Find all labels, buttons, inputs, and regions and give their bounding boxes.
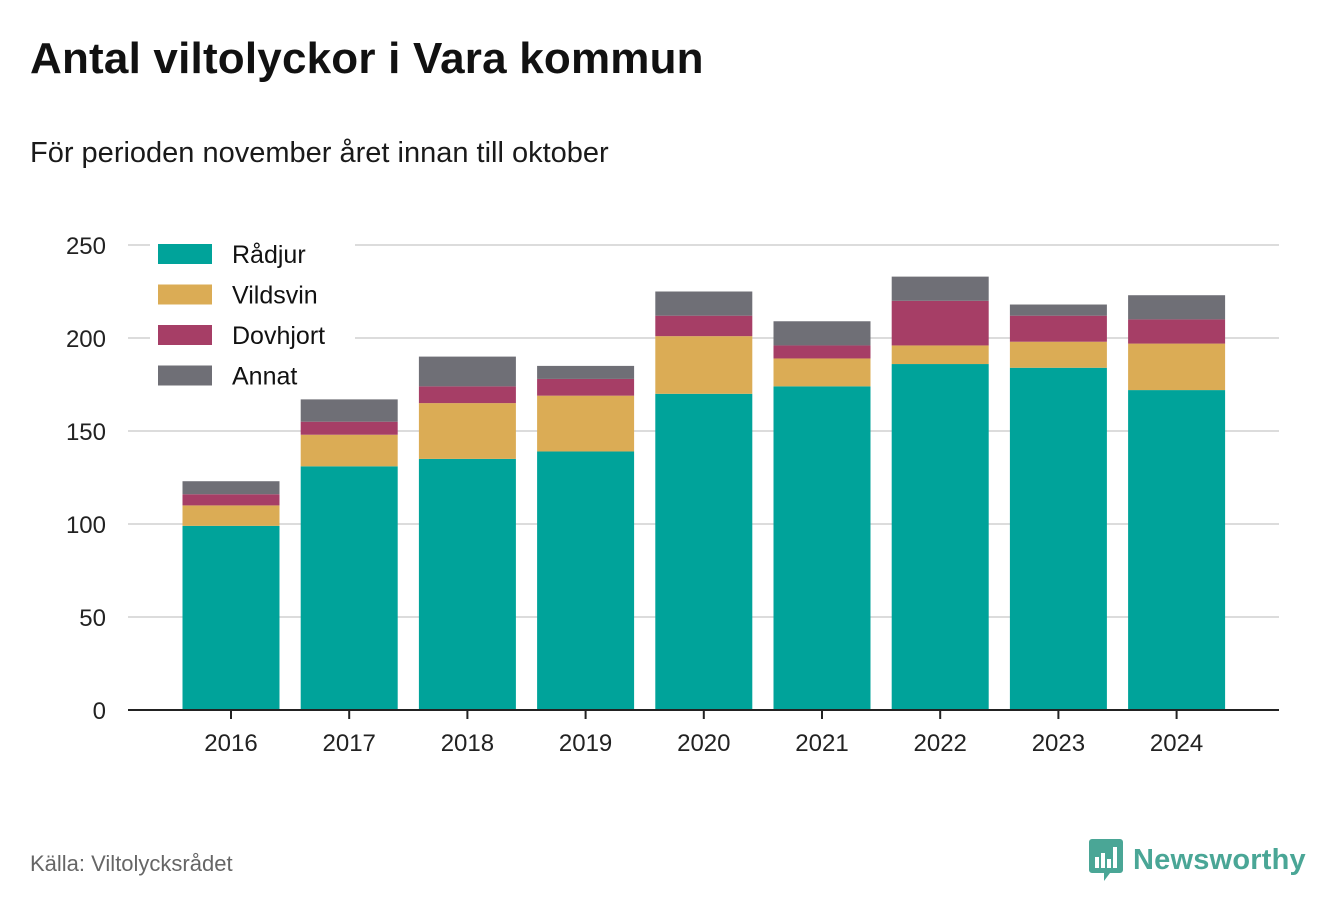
legend-label: Vildsvin — [232, 282, 318, 310]
newsworthy-logo-icon — [1089, 839, 1123, 881]
bar-segment — [418, 403, 516, 459]
y-tick-label: 150 — [66, 419, 106, 446]
bar-segment — [773, 358, 871, 387]
legend-swatch — [158, 365, 212, 386]
x-tick-label: 2022 — [914, 730, 967, 757]
legend-label: Rådjur — [232, 241, 306, 269]
legend-label: Dovhjort — [232, 322, 325, 350]
legend-swatch — [158, 284, 212, 305]
bar-segment — [655, 315, 753, 337]
legend-label: Annat — [232, 363, 297, 391]
bar-segment — [773, 321, 871, 346]
legend: Rådjur Vildsvin Dovhjort Annat — [150, 235, 355, 393]
bar-segment — [891, 300, 989, 346]
bar-segment — [300, 421, 398, 435]
y-tick-label: 200 — [66, 326, 106, 353]
bar-segment — [1128, 390, 1226, 710]
bar-segment — [182, 505, 280, 526]
bar-segment — [300, 466, 398, 710]
bar-segment — [418, 458, 516, 710]
axes: 0 50 100 150 200 250 2016 2017 2018 2019 2020 2021 2… — [66, 233, 1279, 757]
bar-segment — [182, 525, 280, 710]
bar-segment — [300, 399, 398, 422]
bar-segment — [655, 393, 753, 710]
x-tick-label: 2024 — [1150, 730, 1203, 757]
bar-segment — [1009, 367, 1107, 710]
legend-swatch — [158, 325, 212, 345]
x-tick-label: 2018 — [441, 730, 494, 757]
bar-segment — [537, 378, 635, 396]
x-tick-label: 2016 — [204, 730, 257, 757]
bar-segment — [1128, 295, 1226, 320]
brand-logo: Newsworthy — [1088, 838, 1306, 882]
bar-segment — [773, 345, 871, 359]
bar-segment — [891, 364, 989, 710]
bar-segment — [891, 276, 989, 301]
bar-segment — [1009, 341, 1107, 368]
bar-segment — [418, 356, 516, 387]
y-tick-label: 250 — [66, 233, 106, 260]
brand-name: Newsworthy — [1133, 843, 1306, 876]
bar-segment — [182, 481, 280, 495]
bar-segment — [537, 365, 635, 379]
x-tick-label: 2020 — [677, 730, 730, 757]
y-tick-label: 100 — [66, 512, 106, 539]
bar-segment — [1009, 304, 1107, 316]
bar-segment — [655, 336, 753, 394]
bar-segment — [891, 345, 989, 365]
chart-subtitle: För perioden november året innan till ok… — [30, 137, 609, 169]
bar-segment — [773, 386, 871, 710]
x-tick-label: 2017 — [323, 730, 376, 757]
y-tick-label: 50 — [79, 605, 106, 632]
chart-title: Antal viltolyckor i Vara kommun — [30, 34, 704, 83]
x-tick-label: 2019 — [559, 730, 612, 757]
bar-segment — [182, 494, 280, 506]
source-note: Källa: Viltolycksrådet — [30, 851, 233, 876]
bar-segment — [537, 395, 635, 452]
y-tick-label: 0 — [93, 698, 106, 725]
bar-segment — [1009, 315, 1107, 342]
bar-segment — [300, 434, 398, 467]
bar-segment — [537, 451, 635, 710]
bar-segment — [1128, 343, 1226, 391]
bar-segment — [418, 386, 516, 404]
bars — [182, 276, 1226, 710]
x-tick-label: 2023 — [1032, 730, 1085, 757]
legend-swatch — [158, 244, 212, 264]
bar-segment — [1128, 319, 1226, 344]
bar-segment — [655, 291, 753, 316]
x-tick-label: 2021 — [795, 730, 848, 757]
